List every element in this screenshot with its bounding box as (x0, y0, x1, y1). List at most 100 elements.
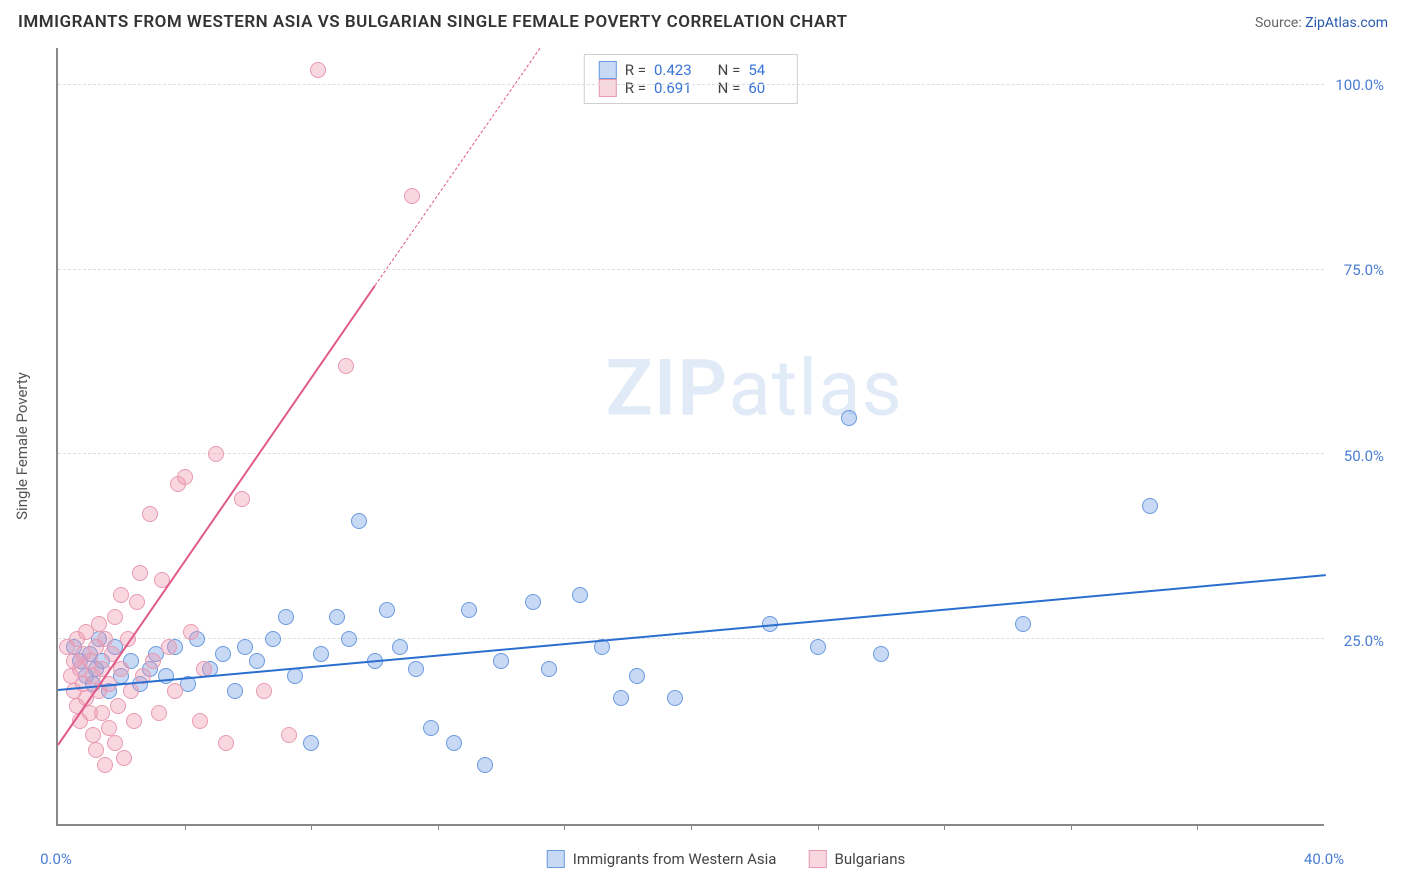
scatter-point (126, 713, 142, 729)
plot-area: ZIPatlas R = 0.423 N = 54 R = 0.691 N = … (56, 48, 1324, 826)
scatter-point (132, 565, 148, 581)
scatter-point (123, 683, 139, 699)
scatter-point (88, 742, 104, 758)
scatter-point (613, 690, 629, 706)
scatter-point (110, 698, 126, 714)
scatter-point (158, 668, 174, 684)
legend-row-series-0: R = 0.423 N = 54 (599, 61, 783, 79)
scatter-point (1142, 498, 1158, 514)
r-value-0: 0.423 (654, 61, 692, 79)
n-value-0: 54 (748, 61, 765, 79)
scatter-point (810, 639, 826, 655)
x-tick (1071, 824, 1072, 830)
gridline (58, 84, 1324, 85)
legend-bottom-swatch-0 (547, 850, 565, 868)
r-value-1: 0.691 (654, 79, 692, 97)
n-label-1: N = (718, 79, 741, 97)
scatter-point (183, 624, 199, 640)
x-tick (185, 824, 186, 830)
scatter-point (151, 705, 167, 721)
x-tick (944, 824, 945, 830)
scatter-point (461, 602, 477, 618)
x-tick (818, 824, 819, 830)
gridline (58, 453, 1324, 454)
scatter-point (278, 609, 294, 625)
scatter-point (1015, 616, 1031, 632)
scatter-point (493, 653, 509, 669)
regression-line (58, 574, 1326, 691)
y-axis-title: Single Female Poverty (13, 372, 31, 520)
scatter-point (310, 62, 326, 78)
gridline (58, 269, 1324, 270)
scatter-point (329, 609, 345, 625)
r-label-1: R = (625, 79, 646, 97)
scatter-point (101, 720, 117, 736)
watermark-text: ZIPatlas (606, 344, 903, 435)
x-tick (438, 824, 439, 830)
scatter-point (94, 705, 110, 721)
scatter-point (218, 735, 234, 751)
scatter-point (287, 668, 303, 684)
header: IMMIGRANTS FROM WESTERN ASIA VS BULGARIA… (18, 12, 1388, 32)
scatter-point (227, 683, 243, 699)
n-value-1: 60 (748, 79, 765, 97)
scatter-point (265, 631, 281, 647)
scatter-point (392, 639, 408, 655)
scatter-point (107, 735, 123, 751)
scatter-point (97, 757, 113, 773)
source-value: ZipAtlas.com (1305, 15, 1388, 31)
scatter-point (338, 358, 354, 374)
scatter-point (446, 735, 462, 751)
scatter-point (351, 513, 367, 529)
scatter-point (91, 616, 107, 632)
scatter-point (145, 653, 161, 669)
scatter-point (208, 446, 224, 462)
scatter-point (281, 727, 297, 743)
scatter-point (408, 661, 424, 677)
y-tick-label: 100.0% (1335, 76, 1384, 94)
scatter-point (237, 639, 253, 655)
r-label-0: R = (625, 61, 646, 79)
scatter-point (341, 631, 357, 647)
watermark-zip: ZIP (606, 344, 729, 435)
y-tick-label: 50.0% (1344, 447, 1384, 465)
scatter-point (161, 639, 177, 655)
legend-item-0: Immigrants from Western Asia (547, 850, 777, 868)
regression-line (57, 286, 376, 747)
x-tick (564, 824, 565, 830)
scatter-point (572, 587, 588, 603)
x-tick-label: 0.0% (40, 850, 72, 868)
source-label: Source: (1255, 15, 1305, 31)
scatter-point (256, 683, 272, 699)
scatter-point (113, 587, 129, 603)
legend-item-1: Bulgarians (808, 850, 905, 868)
scatter-point (85, 727, 101, 743)
scatter-point (234, 491, 250, 507)
chart-container: ZIPatlas R = 0.423 N = 54 R = 0.691 N = … (56, 48, 1396, 868)
scatter-point (841, 410, 857, 426)
scatter-point (107, 609, 123, 625)
scatter-point (404, 188, 420, 204)
scatter-point (313, 646, 329, 662)
scatter-point (116, 750, 132, 766)
n-label-0: N = (718, 61, 741, 79)
scatter-point (167, 683, 183, 699)
scatter-point (249, 653, 265, 669)
legend-bottom: Immigrants from Western Asia Bulgarians (547, 850, 905, 868)
legend-bottom-swatch-1 (808, 850, 826, 868)
chart-title: IMMIGRANTS FROM WESTERN ASIA VS BULGARIA… (18, 12, 848, 32)
scatter-point (477, 757, 493, 773)
scatter-point (379, 602, 395, 618)
watermark-atlas: atlas (728, 344, 903, 435)
y-tick-label: 25.0% (1344, 632, 1384, 650)
scatter-point (541, 661, 557, 677)
scatter-point (142, 506, 158, 522)
legend-swatch-series-0 (599, 61, 617, 79)
legend-row-series-1: R = 0.691 N = 60 (599, 79, 783, 97)
y-tick-label: 75.0% (1344, 261, 1384, 279)
source-attribution: Source: ZipAtlas.com (1255, 15, 1388, 31)
scatter-point (303, 735, 319, 751)
x-tick (311, 824, 312, 830)
legend-correlation-box: R = 0.423 N = 54 R = 0.691 N = 60 (584, 54, 798, 104)
scatter-point (129, 594, 145, 610)
